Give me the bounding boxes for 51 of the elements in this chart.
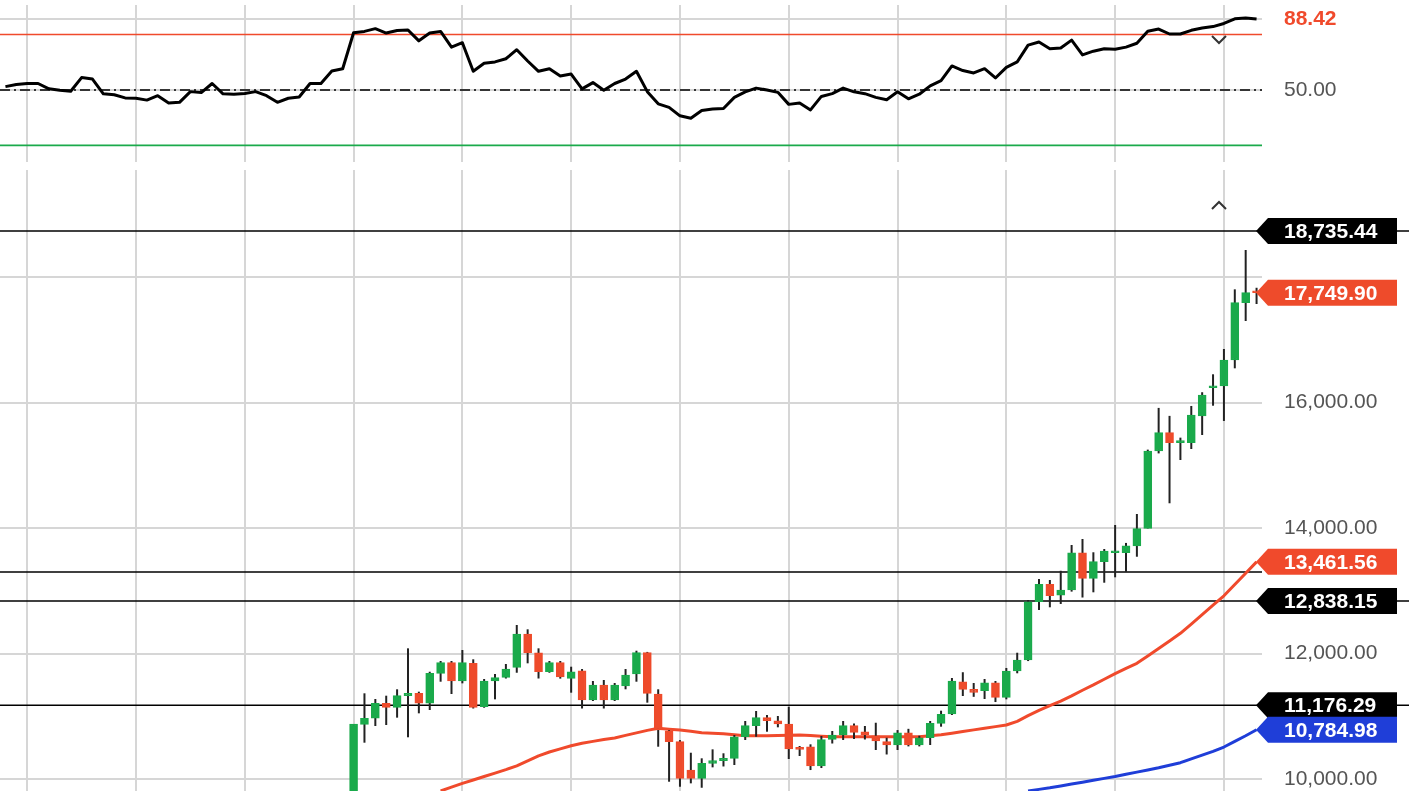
ref-line-label: 18,735.44	[1284, 218, 1378, 242]
data-label: 13,461.56	[1284, 549, 1378, 573]
y-tick-label: 10,000.00	[1284, 765, 1378, 789]
y-tick-label: 16,000.00	[1284, 389, 1378, 413]
candlestick	[360, 692, 369, 744]
text: 17,749.90	[1284, 280, 1378, 304]
candlestick	[523, 628, 532, 665]
candlestick	[893, 729, 902, 752]
candlestick	[1132, 513, 1142, 558]
y-tick-label: 14,000.00	[1284, 514, 1378, 538]
candlestick	[621, 668, 630, 691]
y-tick-label: 12,000.00	[1284, 640, 1378, 664]
candlestick	[392, 688, 402, 719]
candlestick	[371, 698, 380, 727]
candlestick	[1176, 436, 1185, 461]
candlestick	[1045, 579, 1055, 609]
candlestick	[566, 665, 576, 694]
candlestick	[403, 647, 413, 739]
candlestick	[1197, 391, 1207, 437]
candlestick	[1056, 569, 1066, 605]
candlestick	[980, 678, 989, 701]
y-tick-label: 50.00	[1284, 76, 1337, 100]
candlestick	[534, 647, 543, 680]
candlestick	[1241, 248, 1251, 323]
ref-line-label: 11,176.29	[1284, 693, 1377, 717]
ref-line-label: 12,838.15	[1284, 588, 1378, 612]
candlestick	[381, 694, 391, 726]
candlestick	[740, 719, 750, 741]
candlestick	[871, 721, 881, 752]
candlestick	[1099, 548, 1109, 584]
candlestick	[610, 682, 620, 703]
candlestick	[1208, 373, 1218, 407]
data-label: 10,784.98	[1284, 717, 1378, 741]
candlestick	[1110, 523, 1120, 579]
candlestick	[664, 729, 674, 783]
candlestick	[1121, 541, 1131, 573]
candlestick	[1012, 651, 1022, 675]
candlestick	[958, 671, 968, 698]
candlestick	[588, 680, 598, 703]
candlestick	[697, 757, 707, 789]
candlestick	[925, 719, 935, 747]
candlestick	[686, 751, 696, 785]
candlestick	[838, 719, 848, 741]
candlestick	[1219, 348, 1229, 422]
candlestick	[1034, 578, 1044, 611]
candlestick	[414, 690, 424, 715]
candlestick	[751, 710, 761, 738]
candlestick	[599, 679, 609, 710]
candlestick	[479, 678, 489, 709]
y-tick-label: 88.42	[1284, 5, 1337, 29]
candlestick	[784, 705, 794, 760]
